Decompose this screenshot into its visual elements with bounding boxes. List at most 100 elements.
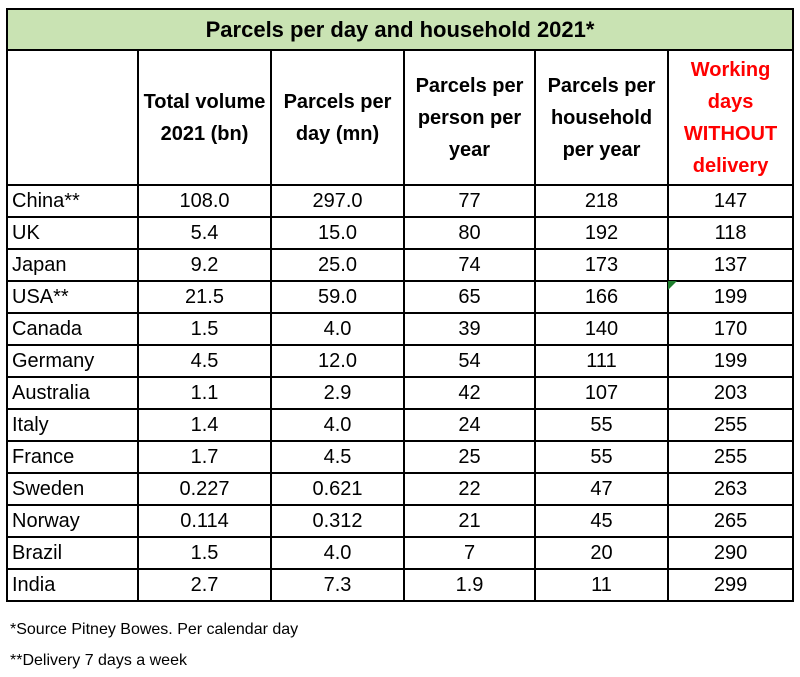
cell-days-without: 255 [666, 408, 795, 442]
comment-marker-icon [668, 281, 677, 290]
cell-country: Italy [6, 408, 139, 442]
table-row: Norway 0.114 0.312 21 45 265 [6, 504, 795, 538]
cell-country: Sweden [6, 472, 139, 506]
cell-days-without: 265 [666, 504, 795, 538]
cell-total-volume: 1.5 [137, 312, 272, 346]
cell-total-volume: 0.227 [137, 472, 272, 506]
cell-per-day: 4.0 [270, 536, 405, 570]
table-row: Japan 9.2 25.0 74 173 137 [6, 248, 795, 282]
table-row: UK 5.4 15.0 80 192 118 [6, 216, 795, 250]
cell-per-person: 21 [403, 504, 536, 538]
cell-country: USA** [6, 280, 139, 314]
table-row: Germany 4.5 12.0 54 111 199 [6, 344, 795, 378]
cell-per-person: 54 [403, 344, 536, 378]
cell-per-person: 74 [403, 248, 536, 282]
cell-per-day: 4.5 [270, 440, 405, 474]
cell-per-person: 1.9 [403, 568, 536, 602]
header-days-without: Working days WITHOUT delivery [666, 49, 795, 186]
cell-country: Canada [6, 312, 139, 346]
parcels-table: Parcels per day and household 2021* Tota… [5, 8, 795, 602]
footnote-delivery: **Delivery 7 days a week [10, 652, 187, 669]
cell-per-person: 39 [403, 312, 536, 346]
table-title: Parcels per day and household 2021* [5, 8, 795, 51]
cell-total-volume: 1.4 [137, 408, 272, 442]
header-country [6, 49, 139, 186]
header-per-day: Parcels per day (mn) [270, 49, 405, 186]
cell-country: Germany [6, 344, 139, 378]
cell-total-volume: 1.1 [137, 376, 272, 410]
cell-per-household: 218 [534, 184, 669, 218]
cell-days-without: 199 [666, 344, 795, 378]
cell-days-without: 118 [666, 216, 795, 250]
cell-per-household: 173 [534, 248, 669, 282]
header-days-without-label: Working days WITHOUT delivery [683, 58, 778, 177]
header-total-volume: Total volume 2021 (bn) [137, 49, 272, 186]
cell-per-day: 2.9 [270, 376, 405, 410]
cell-per-household: 192 [534, 216, 669, 250]
table-row: China** 108.0 297.0 77 218 147 [6, 184, 795, 218]
header-per-person-label: Parcels per person per year [415, 74, 524, 161]
cell-per-day: 7.3 [270, 568, 405, 602]
cell-total-volume: 1.7 [137, 440, 272, 474]
cell-country: Brazil [6, 536, 139, 570]
cell-per-household: 55 [534, 440, 669, 474]
table-row: Brazil 1.5 4.0 7 20 290 [6, 536, 795, 570]
cell-per-household: 47 [534, 472, 669, 506]
cell-country: Norway [6, 504, 139, 538]
cell-per-household: 55 [534, 408, 669, 442]
cell-country: UK [6, 216, 139, 250]
cell-days-without: 137 [666, 248, 795, 282]
cell-days-without: 263 [666, 472, 795, 506]
cell-total-volume: 21.5 [137, 280, 272, 314]
cell-per-household: 20 [534, 536, 669, 570]
cell-per-day: 59.0 [270, 280, 405, 314]
table-body: China** 108.0 297.0 77 218 147 UK 5.4 15.0 80 192 1… [6, 184, 795, 602]
table-row: Australia 1.1 2.9 42 107 203 [6, 376, 795, 410]
cell-per-household: 166 [534, 280, 669, 314]
cell-country: China** [6, 184, 139, 218]
header-per-person: Parcels per person per year [403, 49, 536, 186]
cell-days-without: 255 [666, 440, 795, 474]
cell-per-person: 22 [403, 472, 536, 506]
cell-per-household: 111 [534, 344, 669, 378]
cell-per-person: 80 [403, 216, 536, 250]
cell-per-household: 140 [534, 312, 669, 346]
cell-days-without: 299 [666, 568, 795, 602]
cell-per-person: 25 [403, 440, 536, 474]
cell-total-volume: 5.4 [137, 216, 272, 250]
header-per-household: Parcels per household per year [534, 49, 669, 186]
cell-per-day: 25.0 [270, 248, 405, 282]
header-row: Total volume 2021 (bn) Parcels per day (… [6, 49, 795, 186]
cell-per-household: 11 [534, 568, 669, 602]
table-row: Italy 1.4 4.0 24 55 255 [6, 408, 795, 442]
header-per-household-label: Parcels per household per year [547, 74, 656, 161]
cell-per-person: 42 [403, 376, 536, 410]
cell-per-day: 297.0 [270, 184, 405, 218]
cell-per-day: 4.0 [270, 408, 405, 442]
cell-per-day: 0.621 [270, 472, 405, 506]
cell-total-volume: 0.114 [137, 504, 272, 538]
cell-per-person: 24 [403, 408, 536, 442]
title-row: Parcels per day and household 2021* [5, 8, 795, 51]
cell-days-without: 147 [666, 184, 795, 218]
table-row: France 1.7 4.5 25 55 255 [6, 440, 795, 474]
cell-days-without: 170 [666, 312, 795, 346]
cell-per-day: 12.0 [270, 344, 405, 378]
cell-days-without: 203 [666, 376, 795, 410]
cell-country: France [6, 440, 139, 474]
cell-country: Australia [6, 376, 139, 410]
cell-per-day: 15.0 [270, 216, 405, 250]
cell-total-volume: 2.7 [137, 568, 272, 602]
cell-per-household: 45 [534, 504, 669, 538]
cell-total-volume: 4.5 [137, 344, 272, 378]
cell-per-household: 107 [534, 376, 669, 410]
footnote-source: *Source Pitney Bowes. Per calendar day [10, 621, 299, 638]
cell-total-volume: 108.0 [137, 184, 272, 218]
table-row: Canada 1.5 4.0 39 140 170 [6, 312, 795, 346]
cell-days-without: 290 [666, 536, 795, 570]
table-row: Sweden 0.227 0.621 22 47 263 [6, 472, 795, 506]
cell-country: India [6, 568, 139, 602]
cell-country: Japan [6, 248, 139, 282]
cell-total-volume: 9.2 [137, 248, 272, 282]
cell-per-day: 4.0 [270, 312, 405, 346]
